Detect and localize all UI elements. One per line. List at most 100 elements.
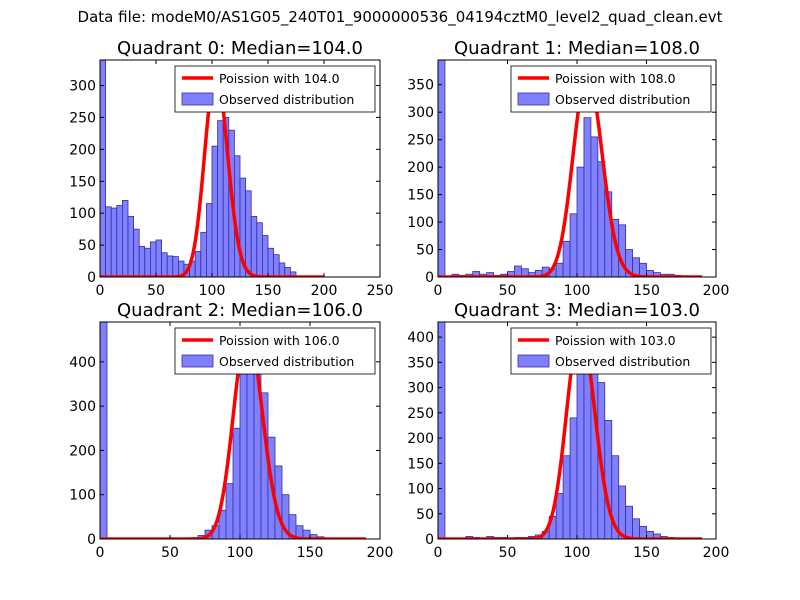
x-tick-label: 250 (367, 283, 394, 299)
y-tick-label: 150 (407, 188, 434, 204)
histogram-bar (278, 262, 286, 277)
legend-entry-observed: Observed distribution (555, 92, 690, 107)
histogram-bar (232, 427, 241, 539)
histogram-bar (105, 206, 112, 277)
histogram-bar (194, 251, 202, 277)
y-tick-label: 100 (407, 215, 434, 231)
histogram-bar (225, 483, 234, 539)
x-tick-label: 200 (311, 283, 338, 299)
x-tick-label: 100 (564, 283, 591, 299)
y-tick-label: 350 (407, 78, 434, 94)
histogram-bar (438, 322, 446, 539)
y-tick-label: 300 (69, 399, 96, 415)
legend-bar-swatch (517, 354, 550, 368)
histogram-bar (569, 213, 578, 277)
chart-title: Quadrant 0: Median=104.0 (117, 38, 363, 59)
chart-panel-3: 0 50 100 150 200 0 50 100 150 200 250 300 350 400 Quad… (407, 300, 729, 561)
legend-entry-poisson: Poission with 104.0 (219, 71, 340, 86)
histogram-bar (100, 60, 106, 277)
chart-panel-1: 0 50 100 150 200 0 50 100 150 200 250 300 350 Quadran… (407, 38, 729, 299)
x-tick-label: 100 (564, 545, 591, 561)
y-tick-label: 150 (69, 174, 96, 190)
histogram-bar (625, 505, 634, 539)
histogram-bar (569, 417, 578, 539)
figure-suptitle: Data file: modeM0/AS1G05_240T01_90000005… (77, 8, 723, 26)
y-tick-label: 400 (69, 355, 96, 371)
y-tick-label: 200 (69, 142, 96, 158)
y-tick-label: 250 (69, 110, 96, 126)
legend-bar-swatch (181, 354, 214, 368)
histogram-bar (217, 120, 224, 277)
x-tick-label: 100 (227, 545, 254, 561)
legend-bar-swatch (517, 92, 550, 106)
histogram-bar (267, 247, 274, 277)
histogram-bar (261, 235, 269, 277)
chart-panel-2: 0 50 100 150 200 0 100 200 300 400 Quadrant 2: Med… (69, 300, 393, 561)
histogram-bar (149, 241, 157, 277)
histogram-bar (239, 370, 248, 539)
histogram-bar (138, 245, 146, 277)
histogram-bar (116, 205, 123, 277)
y-tick-label: 50 (416, 507, 434, 523)
plot-area (438, 322, 703, 539)
x-tick-label: 0 (96, 545, 105, 561)
y-tick-label: 200 (407, 431, 434, 447)
histogram-bar (590, 136, 599, 277)
x-tick-label: 200 (703, 283, 730, 299)
x-tick-label: 50 (499, 545, 517, 561)
legend-entry-observed: Observed distribution (555, 354, 690, 369)
legend-entry-poisson: Poission with 106.0 (219, 333, 340, 348)
x-tick-label: 200 (367, 545, 394, 561)
histogram-bar (562, 455, 571, 539)
x-tick-label: 0 (96, 283, 105, 299)
poisson-curve (100, 329, 367, 539)
histogram-bar (211, 145, 218, 277)
y-tick-label: 0 (87, 270, 96, 286)
y-tick-label: 250 (407, 406, 434, 422)
x-tick-label: 50 (499, 283, 517, 299)
plot-area (100, 60, 325, 277)
y-tick-label: 100 (407, 482, 434, 498)
x-tick-label: 150 (633, 545, 660, 561)
x-tick-label: 200 (703, 545, 730, 561)
histogram-bar (205, 203, 213, 277)
legend-entry-observed: Observed distribution (219, 92, 354, 107)
histogram-bar (245, 190, 252, 277)
legend: Poission with 103.0 Observed distribution (510, 327, 712, 375)
axes-frame (99, 59, 381, 278)
chart-title: Quadrant 3: Median=103.0 (454, 300, 700, 321)
histogram-bar (155, 239, 162, 277)
histogram-bar (144, 247, 151, 277)
legend-entry-observed: Observed distribution (219, 354, 354, 369)
y-tick-label: 350 (407, 355, 434, 371)
y-tick-label: 150 (407, 456, 434, 472)
legend-entry-poisson: Poission with 103.0 (555, 333, 676, 348)
x-tick-label: 150 (255, 283, 282, 299)
legend-bar-swatch (181, 92, 214, 106)
histogram-bar (133, 228, 140, 277)
histogram-bar (632, 518, 640, 539)
histogram-bar (122, 200, 129, 277)
y-tick-label: 200 (69, 443, 96, 459)
histogram-bar (604, 420, 613, 539)
x-tick-label: 50 (147, 283, 165, 299)
histogram-bar (172, 256, 179, 277)
histogram-bar (576, 166, 585, 277)
histogram-bar (200, 231, 207, 277)
x-tick-label: 0 (434, 283, 443, 299)
y-tick-label: 200 (407, 160, 434, 176)
y-tick-label: 250 (407, 133, 434, 149)
histogram-bar (583, 117, 592, 277)
y-tick-label: 300 (407, 105, 434, 121)
y-tick-label: 0 (87, 532, 96, 548)
x-tick-label: 0 (434, 545, 443, 561)
histogram-bar (127, 215, 134, 277)
histogram-bar (562, 240, 571, 277)
histogram-bar (110, 207, 118, 277)
y-tick-label: 50 (78, 238, 96, 254)
histogram-bar (273, 254, 280, 277)
histogram-bar (639, 525, 647, 539)
x-tick-label: 150 (633, 283, 660, 299)
x-tick-label: 100 (199, 283, 226, 299)
